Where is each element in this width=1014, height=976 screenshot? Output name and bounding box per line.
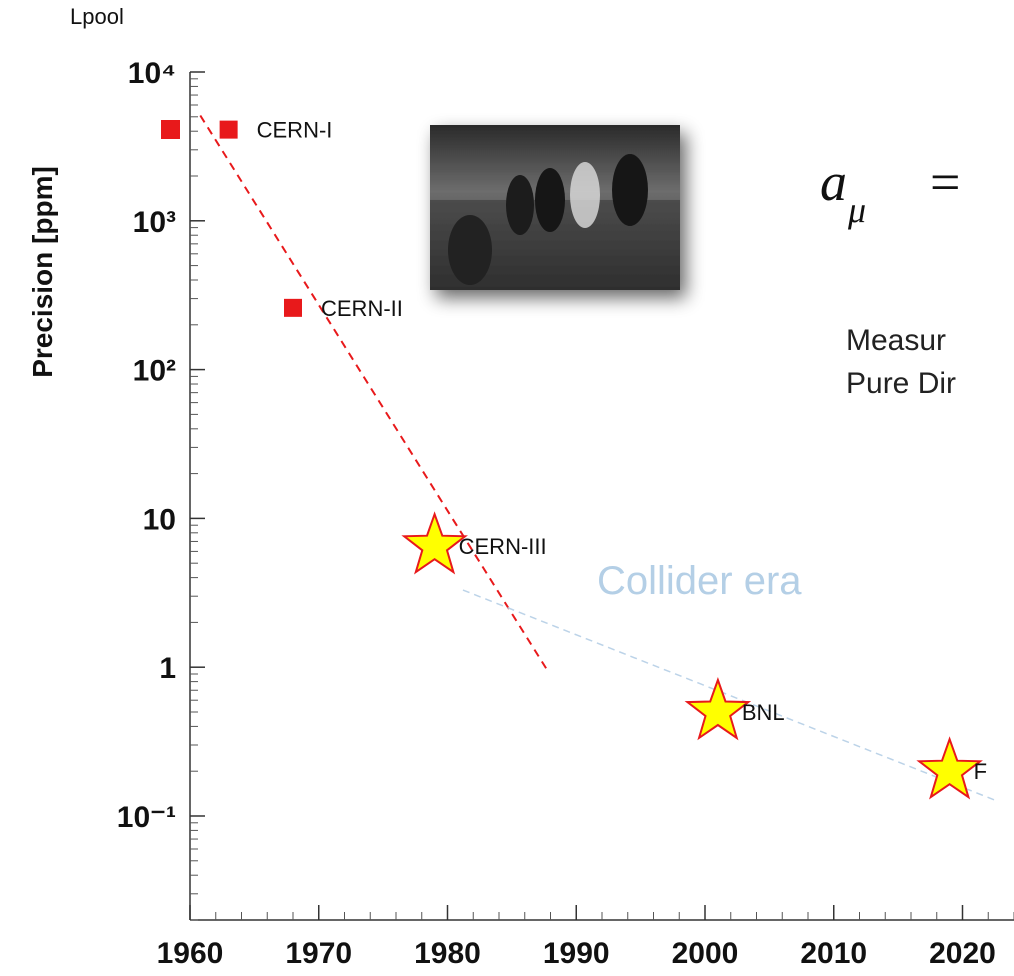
formula-base: a [820, 152, 847, 212]
point-label: F [974, 759, 987, 784]
formula-sub: μ [847, 190, 866, 230]
x-tick-label: 1970 [285, 937, 352, 970]
x-tick-label: 2000 [672, 937, 739, 970]
decor-square [161, 120, 180, 139]
photo [430, 125, 680, 290]
x-tick-label: 1960 [157, 937, 224, 970]
trend-line [463, 590, 999, 802]
point [284, 299, 302, 317]
annotation: Collider era [597, 559, 802, 603]
point-label: CERN-I [257, 118, 333, 143]
y-axis-title: Precision [ppm] [27, 166, 58, 378]
y-tick-label: 10 [143, 503, 176, 536]
point-label: BNL [742, 700, 785, 725]
side-line: Pure Dir [846, 367, 956, 400]
side-text: a μ = Measur Pure Dir [820, 152, 960, 400]
formula-rel: = [930, 152, 960, 212]
header-note: Lpool [70, 4, 124, 29]
point [919, 739, 980, 797]
x-tick-label: 1980 [414, 937, 481, 970]
y-tick-label: 1 [159, 652, 176, 685]
point-label: CERN-II [321, 296, 403, 321]
chart: Lpool Precision [ppm] a μ = Measur Pure … [0, 0, 1014, 976]
point [220, 121, 238, 139]
x-tick-label: 2010 [800, 937, 867, 970]
y-tick-label: 10² [133, 355, 176, 388]
side-line: Measur [846, 324, 946, 357]
y-tick-label: 10³ [133, 206, 176, 239]
y-tick-label: 10⁴ [128, 57, 176, 90]
point-label: CERN-III [459, 534, 547, 559]
x-tick-label: 1990 [543, 937, 610, 970]
point [687, 680, 748, 738]
x-tick-label: 2020 [929, 937, 996, 970]
y-tick-label: 10⁻¹ [117, 801, 176, 834]
